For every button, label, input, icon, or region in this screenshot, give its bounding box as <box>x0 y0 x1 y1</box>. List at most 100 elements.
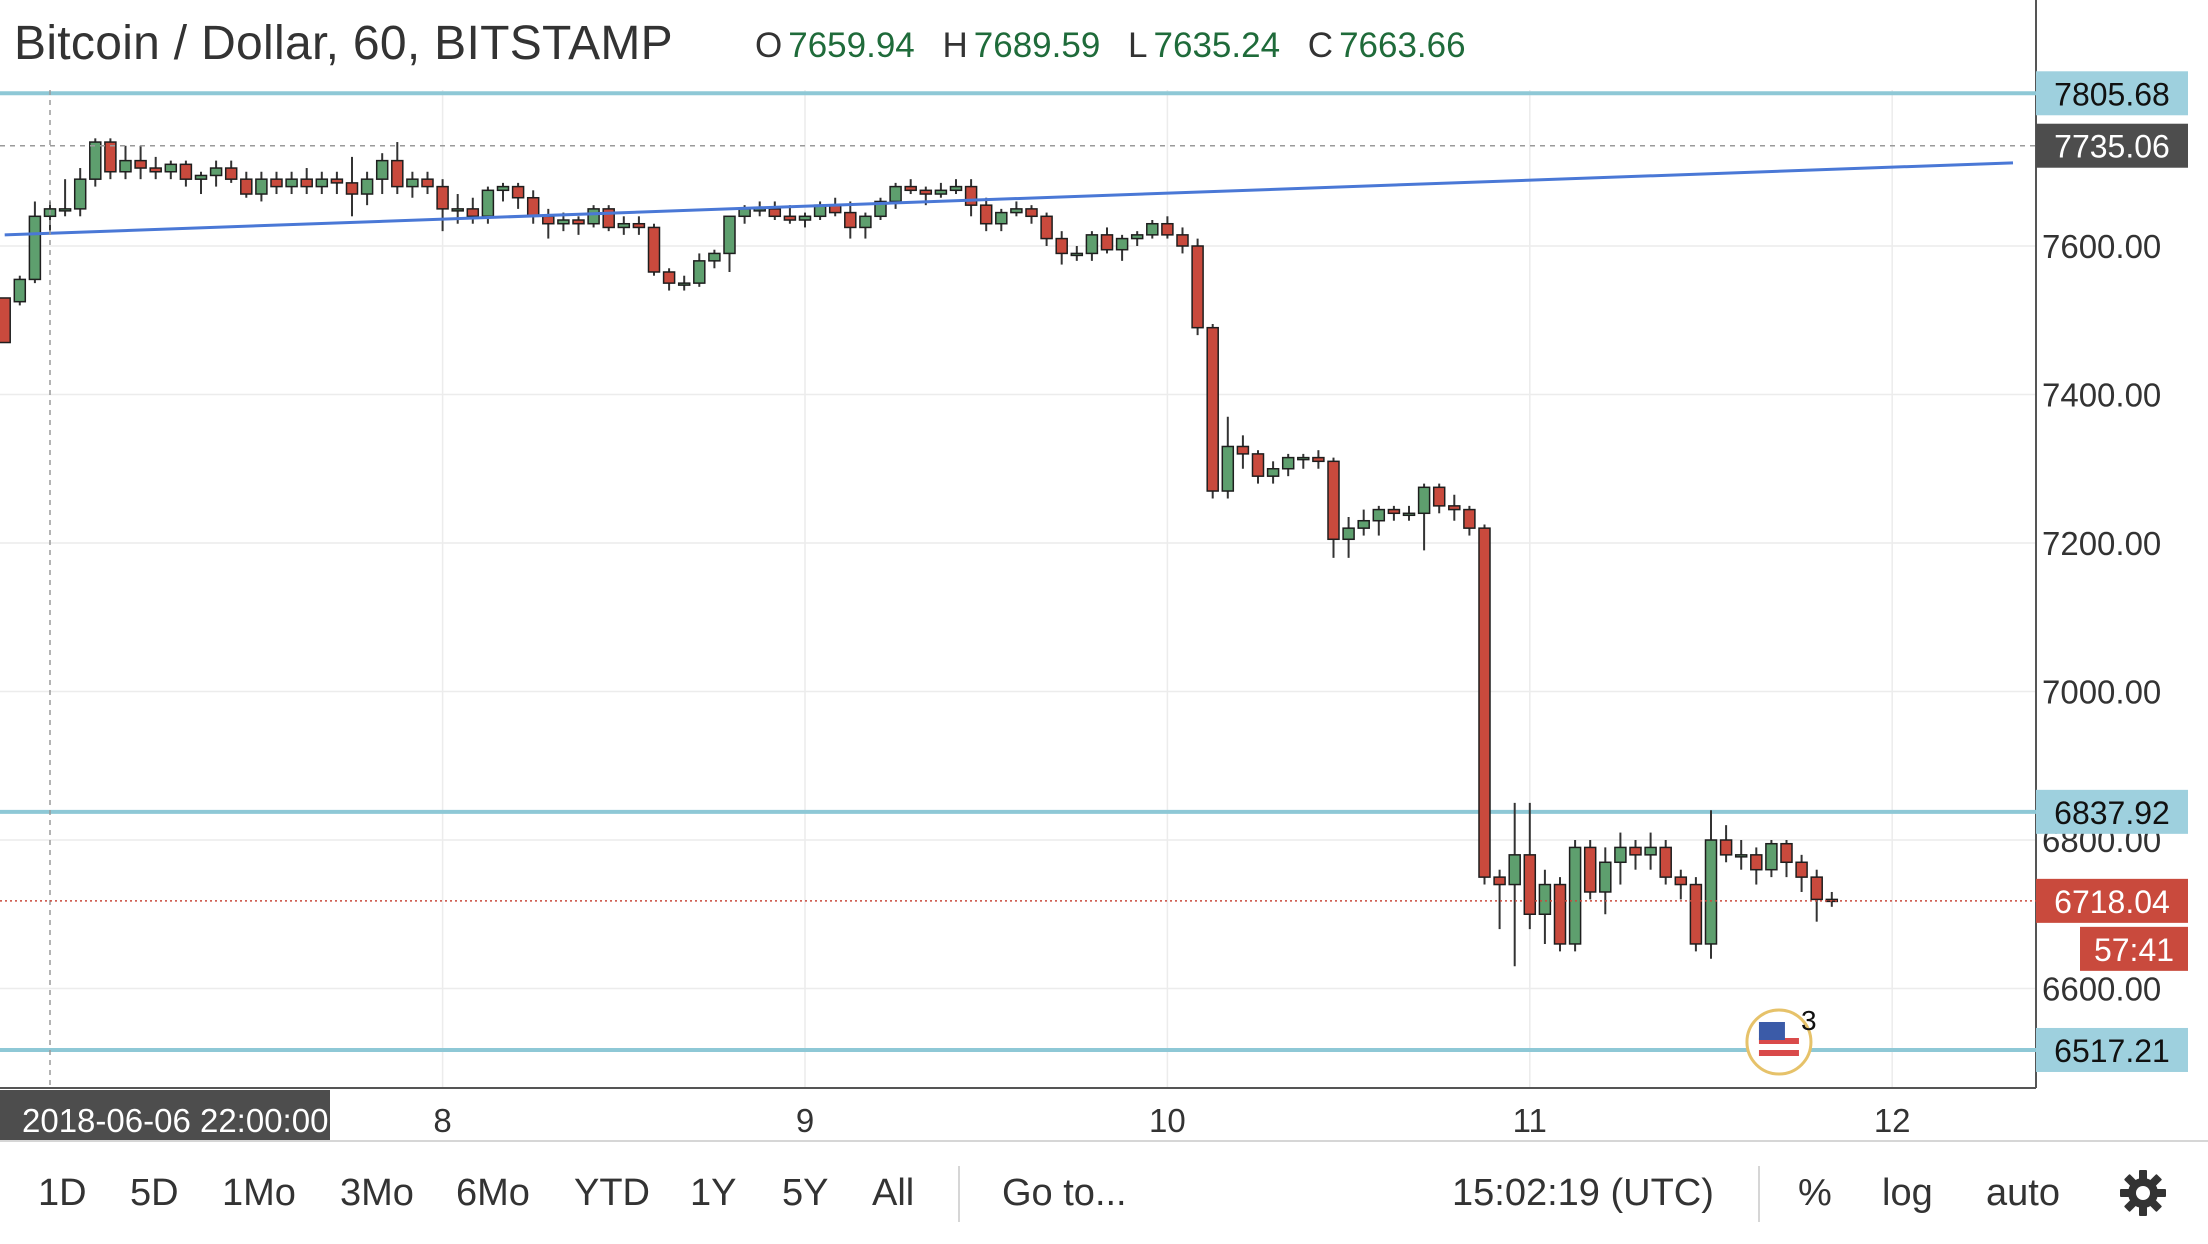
candle-body <box>632 222 646 229</box>
candle-body <box>255 178 268 195</box>
us-flag-icon[interactable]: 3 <box>1745 1005 1817 1076</box>
candle-body <box>1780 842 1793 864</box>
grid-lines <box>0 90 2036 1088</box>
horizontal-levels[interactable] <box>0 91 2036 1052</box>
gear-icon[interactable] <box>2118 1168 2168 1218</box>
candle-body <box>1568 846 1582 945</box>
candle-body <box>1206 326 1219 492</box>
range-5d[interactable]: 5D <box>130 1172 179 1214</box>
crosshair-time-label: 2018-06-06 22:00:00 <box>22 1102 328 1139</box>
candle-body <box>1025 208 1038 218</box>
log-toggle[interactable]: log <box>1882 1172 1933 1214</box>
candle-body <box>1599 861 1612 893</box>
candle-body <box>1281 456 1295 470</box>
candle-body <box>572 219 585 225</box>
ohlc-open-key: O <box>755 26 783 65</box>
range-5y[interactable]: 5Y <box>782 1172 829 1214</box>
candle-body <box>889 185 902 203</box>
percent-toggle[interactable]: % <box>1798 1172 1832 1214</box>
candle-body <box>1055 237 1068 255</box>
candle-body <box>995 211 1008 225</box>
candle-body <box>617 222 631 229</box>
candle-body <box>1750 854 1763 871</box>
candle-body <box>1719 839 1733 856</box>
candle-body <box>1236 445 1250 455</box>
candle-body <box>1734 854 1748 858</box>
candle-body <box>300 178 313 188</box>
crosshair-price-label: 7735.06 <box>2054 129 2170 165</box>
symbol-title[interactable]: Bitcoin / Dollar, 60, BITSTAMP <box>14 17 673 70</box>
utc-clock[interactable]: 15:02:19 (UTC) <box>1452 1172 1714 1214</box>
time-tick-label: 12 <box>1874 1102 1911 1139</box>
range-all[interactable]: All <box>872 1172 915 1214</box>
candle-body <box>768 208 782 218</box>
bottom-toolbar: 1D 5D 1Mo 3Mo 6Mo YTD 1Y 5Y All Go to...… <box>0 1140 2208 1244</box>
time-tick-label: 10 <box>1149 1102 1186 1139</box>
axes: 7600.007400.007200.007000.006800.006600.… <box>0 0 2161 1139</box>
candle-body <box>1297 456 1310 461</box>
ohlc-low-key: L <box>1128 26 1148 65</box>
candle-body <box>662 271 676 284</box>
range-6mo[interactable]: 6Mo <box>456 1172 530 1214</box>
range-1d[interactable]: 1D <box>38 1172 87 1214</box>
candle-body <box>1100 234 1114 251</box>
candle-body <box>1191 245 1204 329</box>
price-chart[interactable]: 7600.007400.007200.007000.006800.006600.… <box>0 0 2208 1140</box>
candle-body <box>798 215 812 221</box>
candle-body <box>557 219 570 225</box>
candle-body <box>1115 237 1129 251</box>
candle-body <box>406 178 419 188</box>
range-1mo[interactable]: 1Mo <box>222 1172 296 1214</box>
candle-body <box>693 260 706 284</box>
candle-body <box>1327 460 1340 541</box>
candle-body <box>1704 839 1718 945</box>
range-1y[interactable]: 1Y <box>690 1172 737 1214</box>
goto-button[interactable]: Go to... <box>1002 1172 1127 1214</box>
candle-body <box>179 163 193 180</box>
chart-header: Bitcoin / Dollar, 60, BITSTAMP O 7659.94 … <box>0 0 2030 90</box>
candle-body <box>1508 854 1521 886</box>
candle-body <box>496 185 510 192</box>
overlays: 3 <box>0 90 2036 1088</box>
ohlc-high-value: 7689.59 <box>973 26 1101 65</box>
candle-body <box>1251 453 1265 477</box>
range-ytd[interactable]: YTD <box>574 1172 650 1214</box>
candle-body <box>375 159 389 180</box>
level-label-bg <box>2036 1027 2188 1072</box>
candle-body <box>1523 854 1537 915</box>
time-tick-label: 8 <box>433 1102 451 1139</box>
candle-body <box>859 215 872 229</box>
candle-body <box>1583 846 1597 893</box>
candle-body <box>436 185 449 210</box>
price-tick-label: 6600.00 <box>2042 971 2161 1008</box>
event-count: 3 <box>1801 1005 1817 1036</box>
candle-body <box>1553 883 1567 945</box>
level-label: 6517.21 <box>2054 1033 2170 1069</box>
candle-body <box>949 185 963 192</box>
candle-body <box>1478 527 1491 878</box>
candle-body <box>542 215 555 225</box>
price-tick-label: 7200.00 <box>2042 525 2161 562</box>
candle-body <box>1130 234 1144 240</box>
toolbar-divider <box>1758 1166 1760 1222</box>
candle-body <box>1402 512 1416 517</box>
candle-body <box>647 226 661 273</box>
toolbar-divider <box>958 1166 960 1222</box>
range-3mo[interactable]: 3Mo <box>340 1172 414 1214</box>
last-price-label: 6718.04 <box>2054 884 2170 920</box>
candle-body <box>73 178 87 210</box>
candle-body <box>164 163 178 173</box>
candle-body <box>270 178 283 188</box>
candle-body <box>330 178 344 184</box>
candle-body <box>738 208 751 218</box>
candle-body <box>1644 846 1657 856</box>
candle-body <box>1176 234 1189 247</box>
candle-body <box>466 208 480 218</box>
candle-body <box>783 215 797 221</box>
auto-toggle[interactable]: auto <box>1986 1172 2060 1214</box>
countdown-bg <box>2080 926 2188 971</box>
candle-body <box>1810 876 1823 901</box>
candle-body <box>1629 846 1642 856</box>
candle-body <box>964 185 978 206</box>
ohlc-close-value: 7663.66 <box>1339 26 1466 65</box>
